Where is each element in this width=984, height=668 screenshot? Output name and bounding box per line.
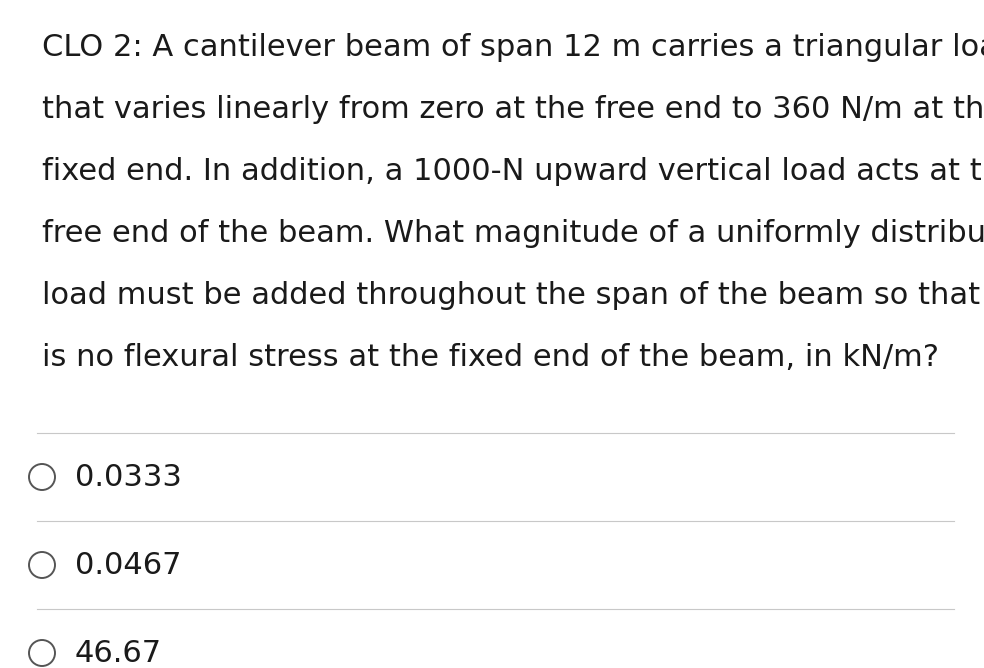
Text: load must be added throughout the span of the beam so that there: load must be added throughout the span o… [42, 281, 984, 310]
Text: that varies linearly from zero at the free end to 360 N/m at the: that varies linearly from zero at the fr… [42, 95, 984, 124]
Text: 0.0333: 0.0333 [75, 462, 182, 492]
Text: is no flexural stress at the fixed end of the beam, in kN/m?: is no flexural stress at the fixed end o… [42, 343, 939, 372]
Text: 0.0467: 0.0467 [75, 550, 181, 580]
Text: free end of the beam. What magnitude of a uniformly distributed: free end of the beam. What magnitude of … [42, 219, 984, 248]
Text: CLO 2: A cantilever beam of span 12 m carries a triangular load: CLO 2: A cantilever beam of span 12 m ca… [42, 33, 984, 62]
Text: fixed end. In addition, a 1000-N upward vertical load acts at the: fixed end. In addition, a 1000-N upward … [42, 157, 984, 186]
Text: 46.67: 46.67 [75, 639, 162, 667]
